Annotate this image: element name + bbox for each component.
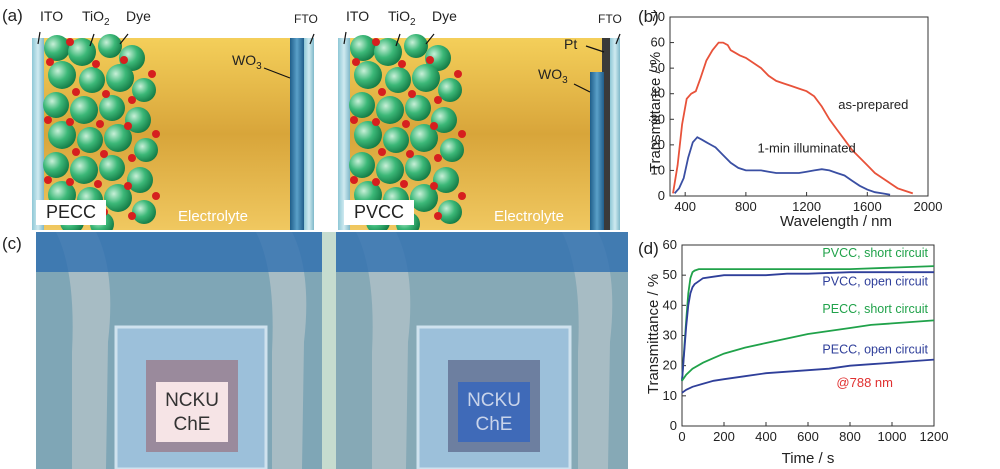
- chart-d-xtick-label-5: 1000: [878, 429, 907, 444]
- chart-b-annotation-1: 1-min illuminated: [757, 141, 855, 156]
- chart-d-ytick-label-1: 10: [663, 388, 677, 403]
- photo-right-text-line1: NCKU: [467, 390, 521, 411]
- chart-b-ytick-label-5: 50: [651, 60, 665, 75]
- chart-d-series-label-0: PVCC, short circuit: [822, 246, 928, 260]
- chart-d-series-3: [681, 358, 935, 394]
- panel-b-letter: (b): [638, 7, 659, 26]
- chart-b-xtick-label-0: 400: [674, 199, 696, 214]
- chart-b-ytick-label-4: 40: [651, 86, 665, 101]
- photo-divider: [322, 232, 336, 469]
- label-ito-left: ITO: [40, 8, 64, 24]
- chart-d-xtick-label-2: 400: [755, 429, 777, 444]
- photo-pecc-device: NCKU ChE: [36, 232, 322, 469]
- chart-d-xtick-label-0: 0: [678, 429, 685, 444]
- label-fto-left: FTO: [294, 12, 318, 26]
- chart-b-xtick-label-4: 2000: [914, 199, 943, 214]
- chart-d-series-label-2: PECC, short circuit: [822, 302, 928, 316]
- chart-b-ytick-label-3: 30: [651, 111, 665, 126]
- chart-b-ytick-label-2: 20: [651, 137, 665, 152]
- panel-a-letter: (a): [2, 6, 23, 25]
- chart-b-annotation-0: as-prepared: [838, 97, 908, 112]
- label-tio2-right: TiO2: [388, 8, 416, 28]
- label-fto-right: FTO: [598, 12, 622, 26]
- electrolyte-label-left: Electrolyte: [178, 208, 249, 225]
- photo-pvcc-device: NCKU ChE: [336, 232, 628, 469]
- label-tio2-left: TiO2: [82, 8, 110, 28]
- chart-d-series-0: [681, 265, 935, 381]
- chart-d-xtick-label-1: 200: [713, 429, 735, 444]
- chart-d-xtick-label-3: 600: [797, 429, 819, 444]
- chart-b-xtick-label-2: 1200: [792, 199, 821, 214]
- chart-d: (d) Transmittance / % Time / s 0 200 400 60…: [638, 237, 949, 467]
- pecc-schematic: [32, 31, 315, 230]
- chart-b: (b) Transmittance / % Wavelength / nm 40…: [638, 7, 943, 230]
- chart-b-ylabel: Transmittance / %: [647, 52, 664, 172]
- chart-b-ytick-label-7: 70: [651, 9, 665, 24]
- chart-d-ytick-label-4: 40: [663, 297, 677, 312]
- chart-d-series-label-3: PECC, open circuit: [822, 343, 928, 357]
- chart-d-xlabel: Time / s: [782, 450, 835, 467]
- chart-b-series-1: [673, 136, 891, 196]
- tio2-dye-particles: [43, 34, 160, 230]
- label-wo3-left: WO3: [232, 52, 262, 72]
- chart-d-ytick-label-3: 30: [663, 328, 677, 343]
- chart-b-ytick-label-6: 60: [651, 35, 665, 50]
- pvcc-tag: PVCC: [344, 200, 415, 225]
- electrolyte-label-right: Electrolyte: [494, 208, 565, 225]
- chart-d-ytick-label-5: 50: [663, 267, 677, 282]
- chart-b-series-0: [672, 41, 914, 195]
- photo-left-text-line1: NCKU: [165, 390, 219, 411]
- chart-b-xtick-label-3: 1600: [853, 199, 882, 214]
- chart-d-annotation-0: @788 nm: [836, 375, 893, 390]
- chart-d-ylabel: Transmittance / %: [645, 274, 662, 394]
- panel-c-letter: (c): [2, 234, 22, 253]
- chart-d-series-label-1: PVCC, open circuit: [822, 275, 928, 289]
- label-pt: Pt: [564, 36, 578, 52]
- chart-d-ytick-label-6: 60: [663, 237, 677, 252]
- chart-d-series-1: [681, 271, 934, 381]
- chart-b-ytick-label-0: 0: [658, 188, 665, 203]
- chart-b-frame: [669, 16, 929, 197]
- pecc-tag: PECC: [36, 200, 107, 225]
- label-dye-left: Dye: [126, 8, 151, 24]
- chart-b-xtick-label-1: 800: [735, 199, 757, 214]
- photo-left-text-line2: ChE: [174, 414, 211, 435]
- label-wo3-right: WO3: [538, 66, 568, 86]
- chart-b-xlabel: Wavelength / nm: [780, 213, 892, 230]
- chart-d-series-2: [681, 319, 935, 382]
- chart-d-xtick-label-4: 800: [839, 429, 861, 444]
- panel-d-letter: (d): [638, 239, 659, 258]
- chart-d-ytick-label-0: 0: [670, 418, 677, 433]
- chart-d-ytick-label-2: 20: [663, 358, 677, 373]
- label-dye-right: Dye: [432, 8, 457, 24]
- photo-right-text-line2: ChE: [476, 414, 513, 435]
- label-ito-right: ITO: [346, 8, 370, 24]
- chart-d-xtick-label-6: 1200: [920, 429, 949, 444]
- chart-b-ytick-label-1: 10: [651, 162, 665, 177]
